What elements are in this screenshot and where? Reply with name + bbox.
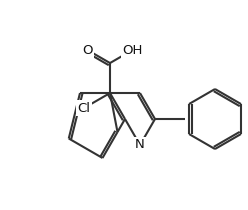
Text: O: O (83, 44, 93, 57)
Text: Cl: Cl (78, 102, 91, 114)
Text: OH: OH (122, 44, 142, 57)
Text: N: N (135, 139, 145, 151)
